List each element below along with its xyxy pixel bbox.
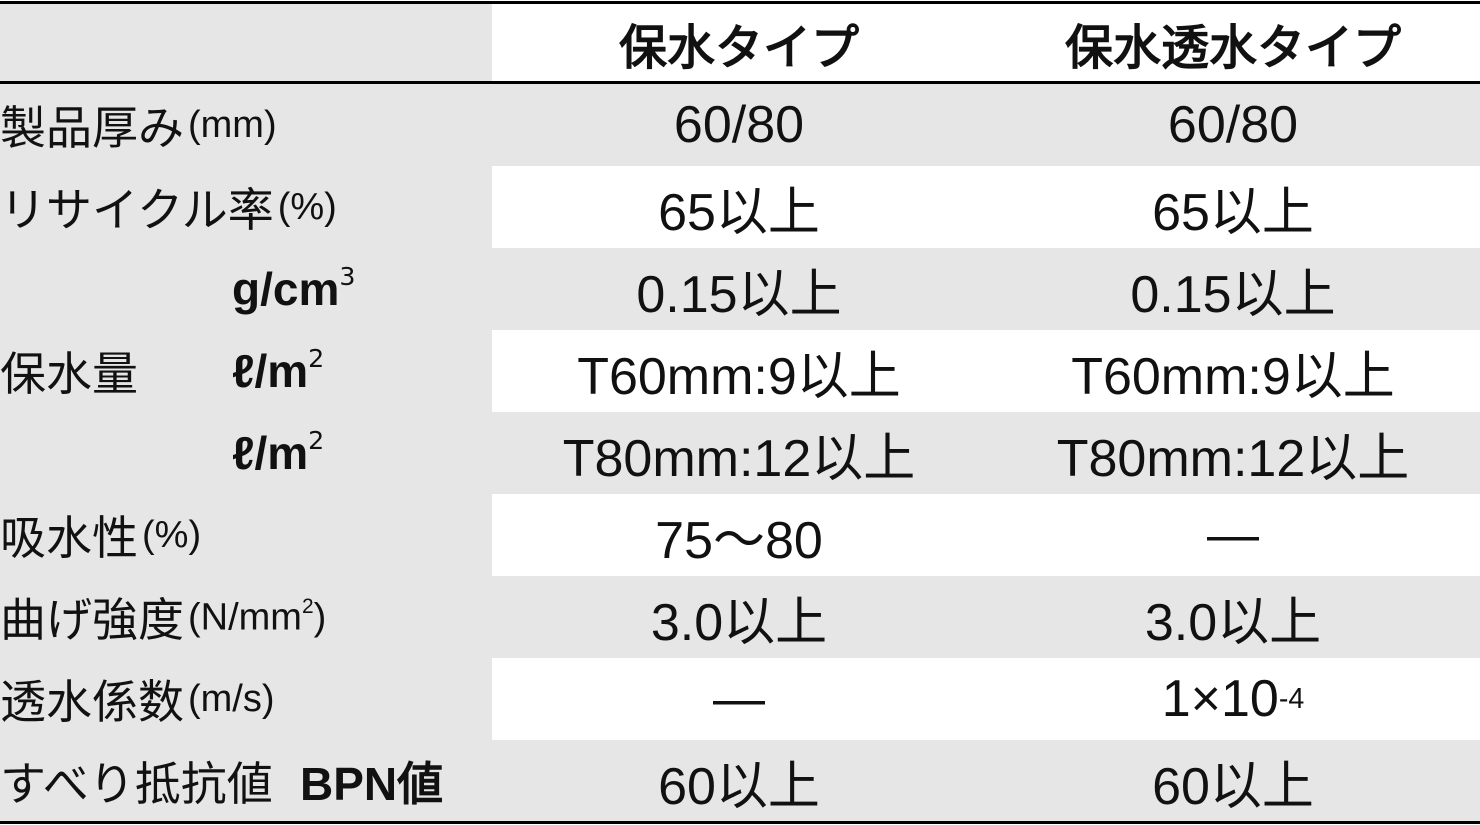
value-cell: — bbox=[986, 494, 1480, 576]
unit-text: ℓ/m2 bbox=[232, 426, 324, 480]
unit-sup: 2 bbox=[301, 594, 314, 618]
unit-end: ) bbox=[313, 596, 327, 639]
value-cell: 0.15以上 bbox=[986, 248, 1480, 330]
table-row: 曲げ強度 (N/mm2) 3.0以上 3.0以上 bbox=[0, 576, 1480, 658]
table-row: 保水量 ℓ/m2 T60mm:9以上 T60mm:9以上 bbox=[0, 330, 1480, 412]
unit: (N/mm bbox=[188, 596, 302, 639]
table-row: ℓ/m2 T80mm:12以上 T80mm:12以上 bbox=[0, 412, 1480, 494]
value-sup: -4 bbox=[1278, 682, 1305, 715]
value-cell: 60/80 bbox=[986, 84, 1480, 166]
unit: g/cm bbox=[232, 263, 340, 316]
unit-text: (%) bbox=[142, 513, 202, 556]
unit-text: (m/s) bbox=[188, 677, 275, 720]
unit-text: (N/mm2) bbox=[188, 595, 326, 640]
row-label: 透水係数 (m/s) bbox=[0, 658, 492, 740]
value-cell: 3.0以上 bbox=[986, 576, 1480, 658]
bottom-border bbox=[0, 821, 1480, 824]
unit-text: BPN値 bbox=[300, 758, 444, 810]
value-cell: 60以上 bbox=[492, 740, 986, 822]
unit: ℓ/m bbox=[232, 427, 309, 480]
top-border bbox=[0, 1, 1480, 4]
unit: ℓ/m bbox=[232, 345, 309, 398]
value-cell: 1×10 -4 bbox=[986, 658, 1480, 740]
value-cell: 60/80 bbox=[492, 84, 986, 166]
value-cell: 65以上 bbox=[492, 166, 986, 248]
value-cell: 60以上 bbox=[986, 740, 1480, 822]
column-header-hosui: 保水タイプ bbox=[492, 4, 986, 82]
column-header-hosui-tosui: 保水透水タイプ bbox=[986, 4, 1480, 82]
value-cell: T60mm:9以上 bbox=[492, 330, 986, 412]
row-label: 吸水性 (%) bbox=[0, 494, 492, 576]
table-row: 透水係数 (m/s) — 1×10 -4 bbox=[0, 658, 1480, 740]
value-cell: 65以上 bbox=[986, 166, 1480, 248]
value-cell: 3.0以上 bbox=[492, 576, 986, 658]
value-cell: 75〜80 bbox=[492, 494, 986, 576]
unit-sup: 3 bbox=[339, 261, 356, 291]
value-text: 1×10 bbox=[1161, 670, 1279, 728]
value-cell: T80mm:12以上 bbox=[986, 412, 1480, 494]
unit-text: (mm) bbox=[188, 103, 277, 146]
row-label: g/cm3 bbox=[0, 248, 492, 330]
value-cell: T80mm:12以上 bbox=[492, 412, 986, 494]
unit-text: g/cm3 bbox=[232, 262, 355, 316]
value-cell: 0.15以上 bbox=[492, 248, 986, 330]
row-label: 曲げ強度 (N/mm2) bbox=[0, 576, 492, 658]
row-label: すべり抵抗値 BPN値 bbox=[0, 740, 492, 822]
table-row: リサイクル率 (%) 65以上 65以上 bbox=[0, 166, 1480, 248]
unit-sup: 2 bbox=[308, 425, 325, 455]
header-corner bbox=[0, 4, 492, 82]
table-row: 製品厚み (mm) 60/80 60/80 bbox=[0, 84, 1480, 166]
value-cell: — bbox=[492, 658, 986, 740]
table-row: すべり抵抗値 BPN値 60以上 60以上 bbox=[0, 740, 1480, 822]
unit-text: ℓ/m2 bbox=[232, 344, 324, 398]
row-label: 製品厚み (mm) bbox=[0, 84, 492, 166]
row-label: リサイクル率 (%) bbox=[0, 166, 492, 248]
value-cell: T60mm:9以上 bbox=[986, 330, 1480, 412]
row-label: ℓ/m2 bbox=[0, 412, 492, 494]
row-label: 保水量 ℓ/m2 bbox=[0, 330, 492, 412]
label-text: リサイクル率 bbox=[0, 183, 274, 237]
label-text: 吸水性 bbox=[0, 511, 138, 565]
header-border bbox=[0, 81, 1480, 84]
header-row: 保水タイプ 保水透水タイプ bbox=[0, 4, 1480, 82]
label-text: すべり抵抗値 bbox=[0, 757, 273, 811]
label-text: 曲げ強度 bbox=[0, 593, 184, 647]
label-text: 製品厚み bbox=[0, 101, 184, 155]
label-text: 保水量 bbox=[0, 347, 138, 401]
unit-text: (%) bbox=[277, 185, 337, 228]
table-row: 吸水性 (%) 75〜80 — bbox=[0, 494, 1480, 576]
unit-sup: 2 bbox=[308, 343, 325, 373]
label-text: 透水係数 bbox=[0, 675, 184, 729]
table-row: g/cm3 0.15以上 0.15以上 bbox=[0, 248, 1480, 330]
